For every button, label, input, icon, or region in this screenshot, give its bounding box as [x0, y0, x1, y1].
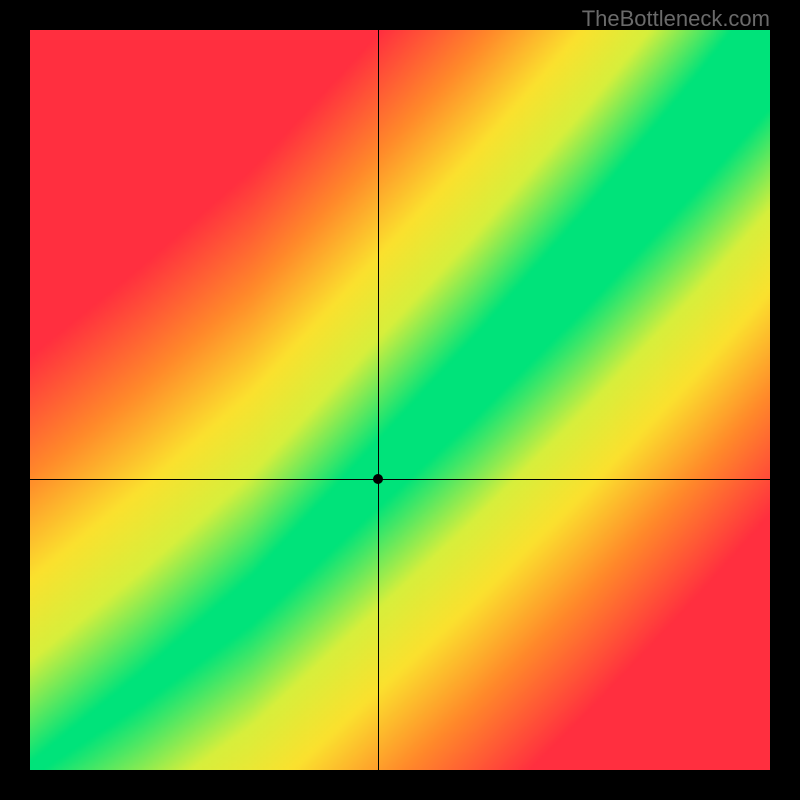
watermark-text: TheBottleneck.com: [582, 6, 770, 32]
bottleneck-heatmap: [30, 30, 770, 770]
crosshair-vertical: [378, 30, 379, 770]
crosshair-horizontal: [30, 479, 770, 480]
heatmap-canvas: [30, 30, 770, 770]
crosshair-marker: [373, 474, 383, 484]
